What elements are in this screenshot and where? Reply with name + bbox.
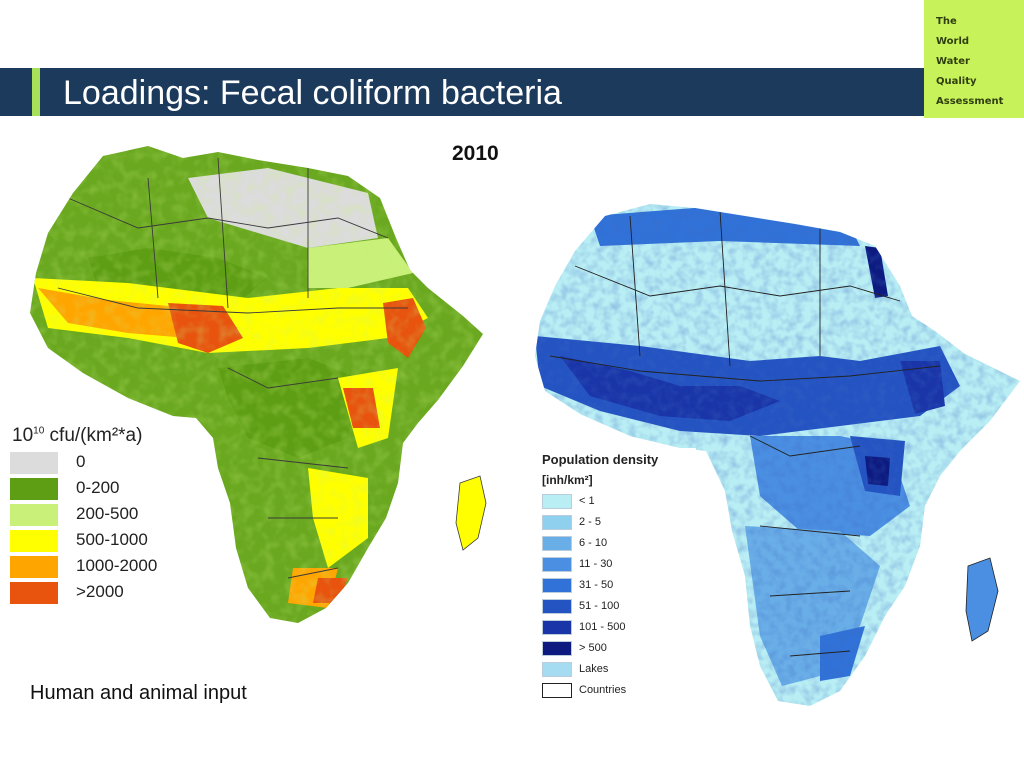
legend-swatch — [542, 620, 572, 635]
legend-swatch — [542, 557, 572, 572]
legend-swatch — [542, 515, 572, 530]
population-legend-item: 51 - 100 — [542, 597, 692, 617]
world-water-quality-assessment-badge: The World Water Quality Assessment — [924, 0, 1024, 118]
legend-swatch — [542, 599, 572, 614]
fecal-legend-item: >2000 — [10, 580, 190, 606]
madagascar-right — [965, 557, 999, 642]
fecal-legend-item: 0 — [10, 450, 190, 476]
badge-line: Assessment — [936, 96, 1004, 107]
madagascar-left — [455, 475, 487, 551]
badge-line: World — [936, 36, 970, 47]
population-legend-item: 101 - 500 — [542, 618, 692, 638]
population-legend-item: 11 - 30 — [542, 555, 692, 575]
population-legend-item: 2 - 5 — [542, 513, 692, 533]
map-caption: Human and animal input — [30, 682, 247, 704]
legend-swatch — [542, 641, 572, 656]
population-legend-item: 31 - 50 — [542, 576, 692, 596]
legend-swatch — [10, 452, 58, 474]
legend-swatch — [10, 582, 58, 604]
population-legend-item: < 1 — [542, 492, 692, 512]
year-label: 2010 — [452, 142, 499, 165]
population-legend-unit: [inh/km²] — [542, 473, 593, 487]
fecal-legend-title: 1010 cfu/(km²*a) — [12, 425, 143, 446]
legend-swatch — [542, 494, 572, 509]
legend-swatch — [542, 662, 572, 677]
badge-line: Water — [936, 56, 970, 67]
legend-swatch — [542, 683, 572, 698]
population-density-legend: Population density [inh/km²] < 1 2 - 5 6… — [536, 448, 696, 710]
population-legend-item: Lakes — [542, 660, 692, 680]
fecal-legend-item: 1000-2000 — [10, 554, 190, 580]
fecal-legend-item: 0-200 — [10, 476, 190, 502]
badge-line: Quality — [936, 76, 977, 87]
population-legend-title: Population density — [542, 452, 659, 467]
legend-swatch — [542, 578, 572, 593]
slide-title: Loadings: Fecal coliform bacteria — [63, 74, 562, 112]
legend-swatch — [10, 530, 58, 552]
badge-line: The — [936, 16, 957, 27]
legend-swatch — [542, 536, 572, 551]
title-accent-stripe — [32, 68, 40, 116]
legend-swatch — [10, 556, 58, 578]
population-legend-item: Countries — [542, 681, 692, 701]
title-bar — [0, 68, 1024, 116]
population-legend-item: 6 - 10 — [542, 534, 692, 554]
fecal-legend-item: 500-1000 — [10, 528, 190, 554]
legend-swatch — [10, 504, 58, 526]
population-legend-item: > 500 — [542, 639, 692, 659]
fecal-legend-item: 200-500 — [10, 502, 190, 528]
fecal-coliform-legend: 1010 cfu/(km²*a) 0 0-200 200-500 500-100… — [6, 420, 196, 615]
legend-swatch — [10, 478, 58, 500]
